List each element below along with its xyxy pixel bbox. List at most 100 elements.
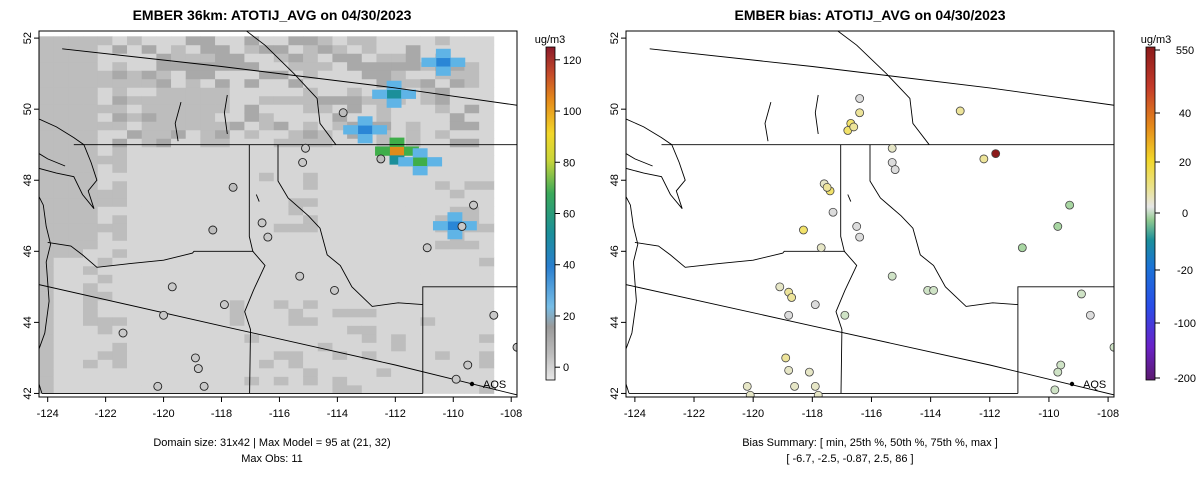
- model-grid-cell: [259, 325, 275, 335]
- model-grid-cell: [420, 223, 436, 233]
- model-grid-cell: [53, 248, 69, 258]
- model-grid-cell: [112, 95, 128, 105]
- bias-station-marker: [813, 390, 823, 397]
- model-grid-cell: [39, 121, 55, 131]
- model-grid-cell: [97, 231, 113, 241]
- left-colorbar-tick-label: 100: [563, 106, 581, 118]
- model-grid-cell: [200, 61, 216, 71]
- station-marker: [190, 353, 200, 363]
- model-grid-cell: [53, 376, 69, 386]
- model-grid-cell: [288, 257, 304, 267]
- model-grid-cell: [83, 44, 99, 54]
- model-grid-cell: [39, 95, 55, 105]
- model-grid-cell: [273, 180, 289, 190]
- model-grid-cell: [97, 70, 113, 80]
- model-grid-cell: [229, 333, 245, 343]
- model-grid-cell: [317, 53, 333, 63]
- model-grid-cell: [449, 265, 465, 275]
- model-grid-cell: [479, 87, 495, 97]
- model-grid-cell: [273, 359, 289, 369]
- model-grid-cell: [127, 104, 143, 114]
- model-grid-cell: [259, 316, 275, 326]
- model-grid-cell: [127, 112, 143, 122]
- station-marker: [422, 243, 432, 253]
- model-grid-cell: [53, 359, 69, 369]
- model-grid-cell: [171, 70, 187, 80]
- boundary-line: [245, 31, 337, 145]
- model-grid-cell: [68, 197, 84, 207]
- model-grid-cell: [112, 78, 128, 88]
- model-grid-cell: [185, 376, 201, 386]
- model-grid-cell: [185, 384, 201, 394]
- model-grid-cell: [479, 384, 495, 394]
- model-grid-cell: [317, 104, 333, 114]
- model-grid-cell: [141, 138, 157, 148]
- model-grid-cell: [479, 36, 495, 46]
- model-grid-cell: [420, 121, 436, 131]
- model-grid-cell: [112, 70, 128, 80]
- model-grid-cell: [332, 257, 348, 267]
- model-grid-cell: [185, 325, 201, 335]
- hotspot-cell: [372, 125, 388, 135]
- model-grid-cell: [288, 316, 304, 326]
- model-grid-cell: [332, 121, 348, 131]
- model-grid-cell: [391, 197, 407, 207]
- model-grid-cell: [479, 44, 495, 54]
- model-grid-cell: [244, 95, 260, 105]
- model-grid-cell: [200, 299, 216, 309]
- model-grid-cell: [405, 121, 421, 131]
- model-grid-cell: [479, 172, 495, 182]
- model-grid-cell: [39, 206, 55, 216]
- model-grid-cell: [200, 189, 216, 199]
- model-grid-cell: [68, 146, 84, 156]
- model-grid-cell: [229, 376, 245, 386]
- model-grid-cell: [215, 129, 231, 139]
- model-grid-cell: [288, 248, 304, 258]
- model-grid-cell: [288, 214, 304, 224]
- model-grid-cell: [97, 87, 113, 97]
- model-grid-cell: [200, 282, 216, 292]
- left-ytick-label: 52: [22, 32, 34, 44]
- model-grid-cell: [156, 214, 172, 224]
- model-grid-cell: [185, 214, 201, 224]
- model-grid-cell: [405, 350, 421, 360]
- model-grid-cell: [97, 155, 113, 165]
- right-legend-dot: [1069, 381, 1075, 387]
- station-marker: [451, 374, 461, 384]
- model-grid-cell: [229, 129, 245, 139]
- bias-station-marker: [775, 282, 785, 292]
- model-grid-cell: [361, 265, 377, 275]
- model-grid-cell: [288, 138, 304, 148]
- right-xtick-label: -118: [802, 408, 823, 420]
- model-grid-cell: [200, 163, 216, 173]
- model-grid-cell: [259, 155, 275, 165]
- station-marker: [159, 310, 169, 320]
- model-grid-cell: [171, 359, 187, 369]
- model-grid-cell: [141, 384, 157, 394]
- model-grid-cell: [244, 172, 260, 182]
- model-grid-cell: [376, 44, 392, 54]
- model-grid-cell: [229, 61, 245, 71]
- model-grid-cell: [68, 189, 84, 199]
- model-grid-cell: [391, 274, 407, 284]
- model-grid-cell: [464, 53, 480, 63]
- model-grid-cell: [259, 384, 275, 394]
- model-grid-cell: [141, 44, 157, 54]
- model-grid-cell: [53, 121, 69, 131]
- model-grid-cell: [229, 104, 245, 114]
- model-grid-cell: [215, 384, 231, 394]
- model-grid-cell: [391, 299, 407, 309]
- model-grid-cell: [317, 36, 333, 46]
- model-grid-cell: [479, 129, 495, 139]
- model-grid-cell: [141, 231, 157, 241]
- model-grid-cell: [449, 342, 465, 352]
- model-grid-cell: [97, 214, 113, 224]
- model-grid-cell: [127, 359, 143, 369]
- hotspot-cell: [398, 157, 414, 167]
- model-grid-cell: [361, 87, 377, 97]
- model-grid-cell: [449, 121, 465, 131]
- model-grid-cell: [332, 333, 348, 343]
- model-grid-cell: [68, 163, 84, 173]
- model-grid-cell: [141, 104, 157, 114]
- model-grid-cell: [156, 248, 172, 258]
